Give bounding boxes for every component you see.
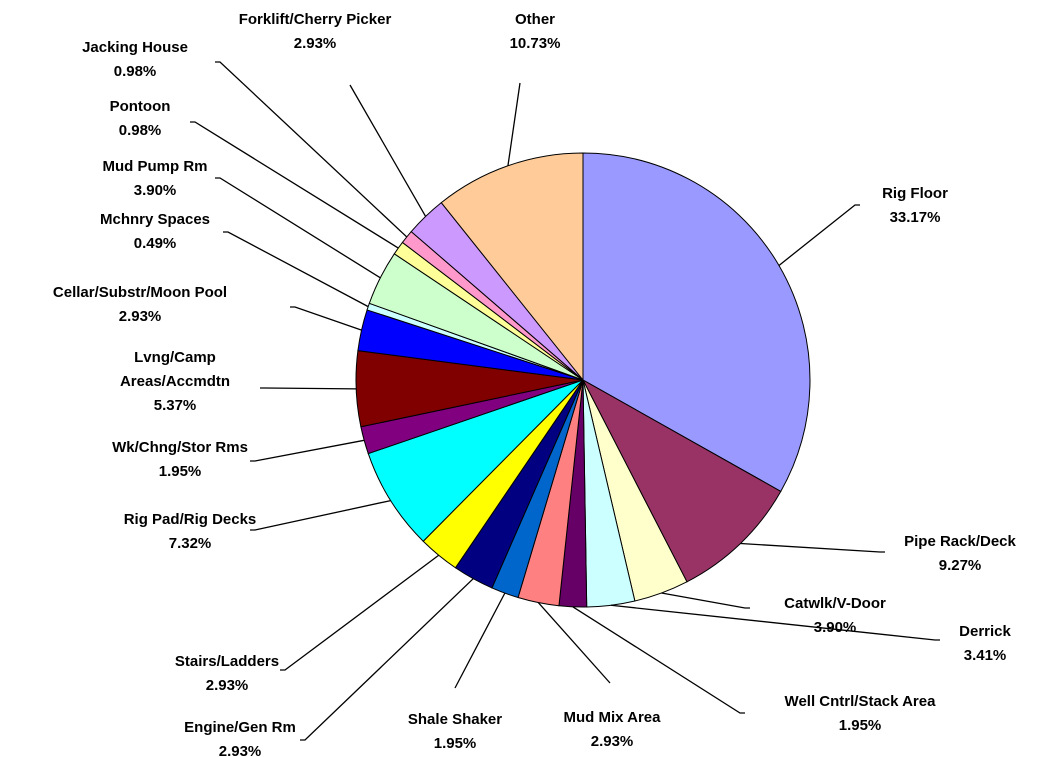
slice-value-label: 7.32% <box>168 535 212 552</box>
leader-line <box>250 439 365 462</box>
slice-value-label: 0.98% <box>118 122 162 139</box>
slice-label: Pontoon <box>109 98 171 115</box>
slice-value-label: 0.49% <box>133 235 177 252</box>
slice-value-label: 2.93% <box>218 743 262 757</box>
slice-label: Lvng/Camp Areas/Accmdtn <box>119 349 231 390</box>
slice-value-label: 9.27% <box>938 557 982 574</box>
slice-label: Forklift/Cherry Picker <box>238 11 392 28</box>
slice-label: Catwlk/V-Door <box>784 595 886 612</box>
slice-label: Other <box>514 11 556 28</box>
slice-value-label: 3.41% <box>963 647 1007 664</box>
leader-line <box>190 121 399 249</box>
slice-value-label: 2.93% <box>118 308 162 325</box>
leader-line <box>300 578 474 741</box>
slice-label: Pipe Rack/Deck <box>904 533 1016 550</box>
pie-slice <box>440 152 584 382</box>
slice-label: Cellar/Substr/Moon Pool <box>52 284 228 301</box>
slice-value-label: 3.90% <box>133 182 177 199</box>
slice-label: Derrick <box>959 623 1011 640</box>
slice-value-label: 2.93% <box>293 35 337 52</box>
slice-label: Rig Floor <box>882 185 948 202</box>
slice-label: Wk/Chng/Stor Rms <box>112 439 248 456</box>
leader-line <box>223 231 369 308</box>
slice-value-label: 3.90% <box>813 619 857 636</box>
leader-line <box>250 499 391 531</box>
leader-line <box>537 602 611 684</box>
leader-line <box>215 177 381 279</box>
slice-label: Mchnry Spaces <box>99 211 211 228</box>
slice-value-label: 33.17% <box>889 209 941 226</box>
slice-value-label: 1.95% <box>433 735 477 752</box>
leader-line <box>260 387 357 390</box>
leader-line <box>661 592 750 609</box>
leader-line <box>454 592 506 689</box>
leader-line <box>572 606 745 714</box>
leader-line <box>215 61 408 238</box>
slice-label: Engine/Gen Rm <box>184 719 296 736</box>
slice-label: Mud Mix Area <box>563 709 661 726</box>
leader-line <box>290 306 362 331</box>
slice-value-label: 5.37% <box>153 397 197 414</box>
slice-value-label: 2.93% <box>205 677 249 694</box>
leader-line <box>507 82 521 166</box>
slice-value-label: 1.95% <box>158 463 202 480</box>
pie-slice <box>581 378 782 583</box>
slice-value-label: 1.95% <box>838 717 882 734</box>
slice-label: Shale Shaker <box>407 711 503 728</box>
slice-label: Stairs/Ladders <box>174 653 280 670</box>
slice-label: Well Cntrl/Stack Area <box>784 693 936 710</box>
slice-value-label: 2.93% <box>590 733 634 750</box>
leader-line <box>280 554 440 671</box>
pie-slice <box>367 379 584 542</box>
slice-value-label: 10.73% <box>509 35 561 52</box>
slice-label: Rig Pad/Rig Decks <box>123 511 257 528</box>
slice-label: Mud Pump Rm <box>102 158 208 175</box>
leader-line <box>740 542 885 553</box>
slice-value-label: 0.98% <box>113 63 157 80</box>
leader-line <box>778 204 860 266</box>
slice-label: Jacking House <box>82 39 188 56</box>
leader-line <box>349 84 427 217</box>
leader-line <box>610 604 940 641</box>
